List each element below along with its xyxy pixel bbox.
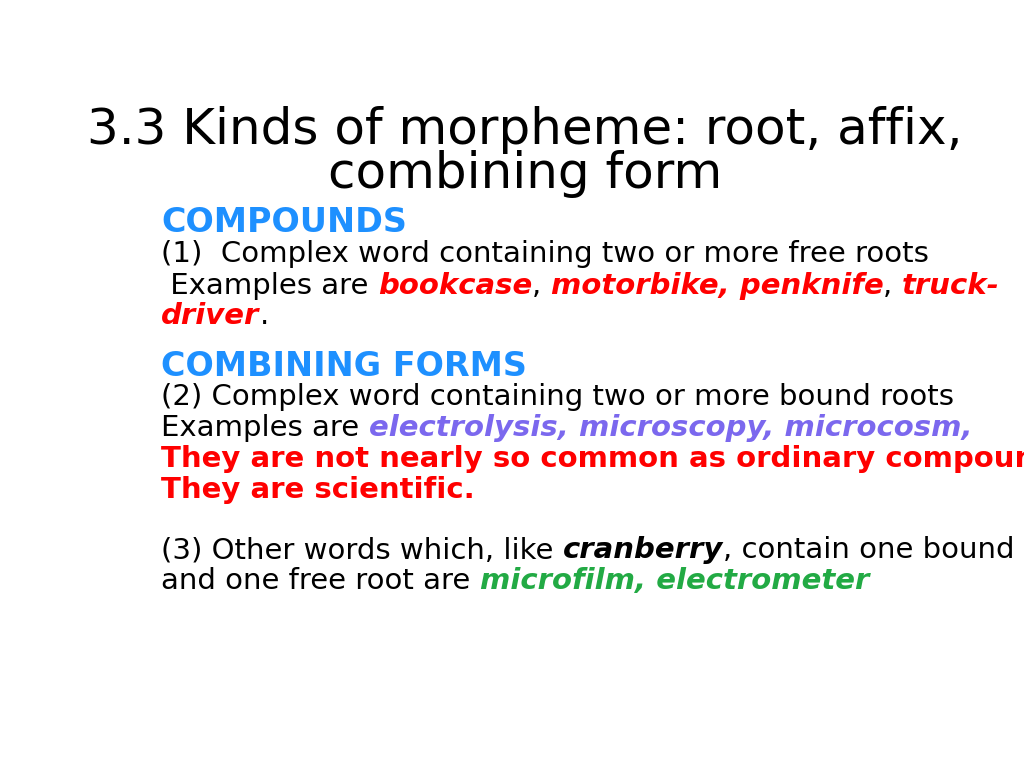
Text: combining form: combining form: [328, 150, 722, 198]
Text: They are not nearly so common as ordinary compounds.: They are not nearly so common as ordinar…: [162, 445, 1024, 473]
Text: bookcase: bookcase: [378, 272, 532, 300]
Text: truck-: truck-: [902, 272, 999, 300]
Text: and one free root are: and one free root are: [162, 568, 480, 595]
Text: (3) Other words which, like: (3) Other words which, like: [162, 537, 563, 564]
Text: COMPOUNDS: COMPOUNDS: [162, 206, 408, 239]
Text: cranberry: cranberry: [563, 537, 723, 564]
Text: (2) Complex word containing two or more bound roots: (2) Complex word containing two or more …: [162, 383, 954, 411]
Text: 3.3 Kinds of morpheme: root, affix,: 3.3 Kinds of morpheme: root, affix,: [87, 106, 963, 154]
Text: motorbike, penknife: motorbike, penknife: [551, 272, 884, 300]
Text: Examples are: Examples are: [162, 414, 369, 442]
Text: driver: driver: [162, 302, 260, 329]
Text: microfilm, electrometer: microfilm, electrometer: [480, 568, 869, 595]
Text: electrolysis, microscopy, microcosm,: electrolysis, microscopy, microcosm,: [369, 414, 973, 442]
Text: ,: ,: [532, 272, 551, 300]
Text: (1)  Complex word containing two or more free roots: (1) Complex word containing two or more …: [162, 240, 929, 268]
Text: COMBINING FORMS: COMBINING FORMS: [162, 350, 527, 383]
Text: , contain one bound: , contain one bound: [723, 537, 1015, 564]
Text: They are scientific.: They are scientific.: [162, 475, 475, 504]
Text: .: .: [260, 302, 269, 329]
Text: ,: ,: [884, 272, 902, 300]
Text: Examples are: Examples are: [162, 272, 378, 300]
